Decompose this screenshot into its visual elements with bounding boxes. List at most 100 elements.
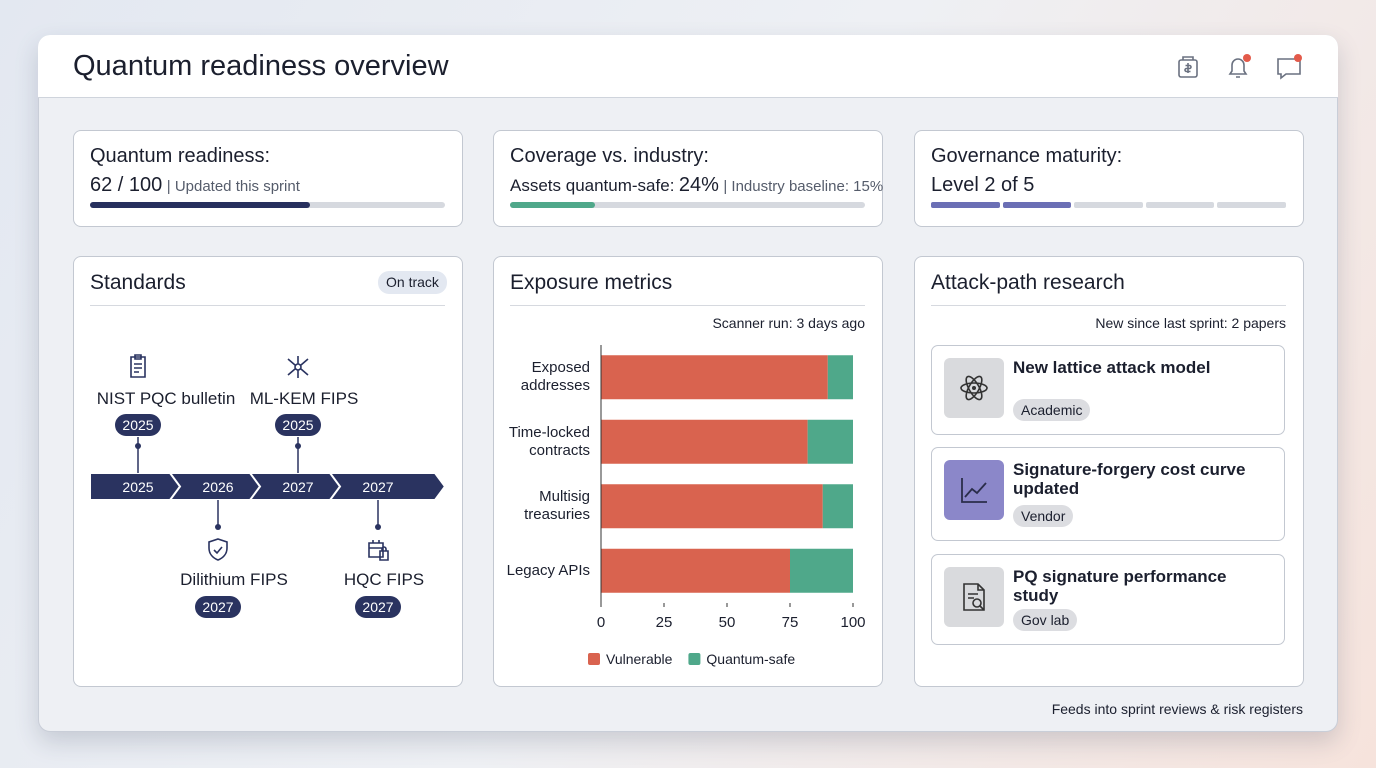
level-segment	[1145, 202, 1215, 208]
milestone-label: ML-KEM FIPS	[250, 389, 359, 408]
milestone-label: Dilithium FIPS	[180, 570, 288, 589]
milestone-icon	[287, 356, 309, 378]
kpi-card	[73, 130, 463, 227]
item-tag: Vendor	[1013, 505, 1074, 527]
bar-segment	[790, 548, 853, 593]
timeline-chevron	[328, 472, 447, 501]
footer-note: Feeds into sprint reviews & risk registe…	[1051, 701, 1303, 717]
page-title: Quantum readiness overview	[73, 50, 449, 82]
x-tick-label: 50	[719, 614, 736, 631]
stem-dot	[375, 524, 381, 530]
kpi-title: Quantum readiness:	[90, 145, 271, 167]
x-tick-label: 75	[782, 614, 799, 631]
year-pill-text: 2027	[362, 599, 393, 615]
kpi-note: | Industry baseline: 15%	[723, 178, 884, 195]
kpi-title: Governance maturity:	[931, 145, 1123, 167]
kpi-value: 62 / 100	[90, 174, 163, 196]
timeline-year: 2027	[362, 479, 393, 495]
card-title: Standards	[90, 271, 186, 294]
timeline-year: 2026	[202, 479, 233, 495]
research-item: PQ signature performance study Gov lab	[931, 554, 1285, 645]
divider	[90, 305, 445, 306]
x-tick-label: 0	[597, 614, 605, 631]
card-title: Attack-path research	[931, 271, 1125, 294]
kpi-card	[914, 130, 1304, 227]
card-title: Exposure metrics	[510, 271, 673, 294]
item-tag: Academic	[1013, 399, 1091, 421]
item-icon	[944, 460, 1004, 520]
milestone-label: NIST PQC bulletin	[97, 389, 236, 408]
legend-swatch	[688, 653, 701, 665]
timeline: 2025 2026 2027 2027 NIST PQC bulletin 2025 Dil…	[89, 354, 447, 618]
header-icons	[1178, 54, 1302, 80]
stem-dot	[295, 443, 301, 449]
divider	[931, 305, 1286, 306]
milestone-icon	[208, 538, 228, 561]
year-pill-text: 2025	[122, 417, 153, 433]
timeline-year: 2025	[122, 479, 153, 495]
item-icon	[944, 567, 1004, 627]
item-title: New lattice attack model	[1013, 358, 1211, 377]
category-label: Multisig treasuries	[524, 488, 590, 524]
milestone-label: HQC FIPS	[344, 570, 424, 589]
chart-subtitle: Scanner run: 3 days ago	[712, 315, 865, 331]
kpi-lead: Assets quantum-safe:	[510, 176, 675, 195]
stem-dot	[215, 524, 221, 530]
level-track	[931, 202, 1286, 208]
header	[38, 35, 1338, 98]
milestone-icon	[130, 354, 146, 378]
legend-label: Quantum-safe	[706, 651, 795, 667]
bell-icon[interactable]	[1228, 58, 1248, 78]
bar-segment	[601, 548, 790, 593]
bar-segment	[822, 484, 853, 529]
kpi-title: Coverage vs. industry:	[510, 145, 709, 167]
level-segment	[1002, 202, 1072, 208]
level-segment	[1217, 202, 1286, 208]
legend-swatch	[588, 653, 600, 665]
kpi-line: 62 / 100 | Updated this sprint	[90, 174, 300, 197]
bar-segment	[601, 419, 808, 464]
year-pill	[195, 596, 241, 618]
progress-fill	[510, 202, 596, 208]
milestone-icon	[368, 540, 389, 561]
kpi-card	[493, 130, 883, 227]
chat-icon[interactable]	[1277, 58, 1301, 80]
progress-fill	[90, 202, 311, 208]
kpi-value: Level 2 of 5	[931, 174, 1035, 196]
bar-segment	[827, 355, 853, 400]
item-title: Signature-forgery cost curve updated	[1013, 460, 1246, 498]
research-item: New lattice attack model Academic	[931, 345, 1285, 435]
research-subtitle: New since last sprint: 2 papers	[1095, 315, 1286, 331]
wallet-icon[interactable]	[1178, 59, 1198, 78]
year-pill	[355, 596, 401, 618]
bar-segment	[601, 355, 828, 400]
kpi-line: Assets quantum-safe: 24% | Industry base…	[510, 174, 883, 197]
category-label: Time-locked contracts	[508, 423, 590, 459]
chart: 0 25 50 75 100 Vulnerable Quantum-safe	[588, 345, 866, 667]
item-tag: Gov lab	[1013, 609, 1078, 631]
item-title: PQ signature performance study	[1013, 567, 1227, 605]
bar-segment	[601, 484, 823, 529]
item-icon	[944, 358, 1004, 418]
category-label: Legacy APIs	[506, 561, 590, 579]
progress-track	[90, 202, 445, 208]
legend-label: Vulnerable	[606, 651, 673, 667]
year-pill	[275, 414, 321, 436]
x-tick-label: 100	[840, 614, 865, 631]
category-label: Exposed addresses	[520, 359, 590, 395]
bar-segment	[807, 419, 853, 464]
kpi-note: | Updated this sprint	[166, 178, 300, 195]
year-pill-text: 2027	[202, 599, 233, 615]
x-tick-label: 25	[656, 614, 673, 631]
divider	[510, 305, 865, 306]
level-segment	[931, 202, 1000, 208]
status-badge: On track	[378, 271, 447, 294]
kpi-value: 24%	[678, 174, 719, 196]
research-item: Signature-forgery cost curve updated Vend…	[931, 447, 1285, 541]
exposure-card	[493, 256, 883, 687]
stem-dot	[135, 443, 141, 449]
progress-track	[510, 202, 865, 208]
year-pill-text: 2025	[282, 417, 313, 433]
level-segment	[1074, 202, 1143, 208]
